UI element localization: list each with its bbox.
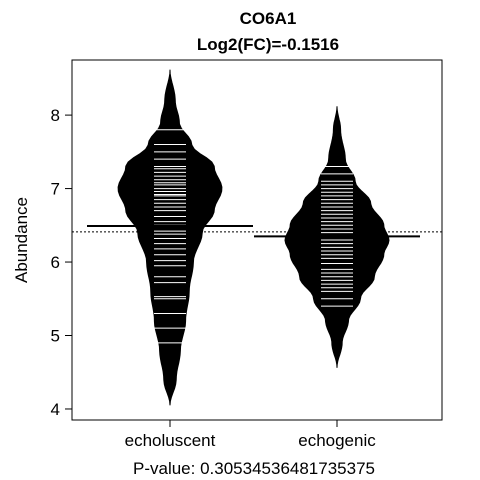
y-tick-label: 5 xyxy=(51,327,60,346)
y-axis-title: Abundance xyxy=(12,197,31,283)
chart-subtitle: Log2(FC)=-0.1516 xyxy=(197,35,339,54)
y-tick-label: 7 xyxy=(51,180,60,199)
bean-group xyxy=(72,69,442,406)
x-tick-label-echogenic: echogenic xyxy=(298,431,376,450)
y-tick-label: 6 xyxy=(51,253,60,272)
chart-title: CO6A1 xyxy=(240,9,297,28)
x-axis: echoluscent echogenic xyxy=(125,420,376,450)
x-axis-title: P-value: 0.30534536481735375 xyxy=(133,459,375,478)
y-tick-label: 4 xyxy=(51,400,60,419)
bean-echoluscent xyxy=(117,69,223,406)
y-axis: 4 5 6 7 8 xyxy=(51,106,72,419)
y-tick-label: 8 xyxy=(51,106,60,125)
x-tick-label-echoluscent: echoluscent xyxy=(125,431,216,450)
